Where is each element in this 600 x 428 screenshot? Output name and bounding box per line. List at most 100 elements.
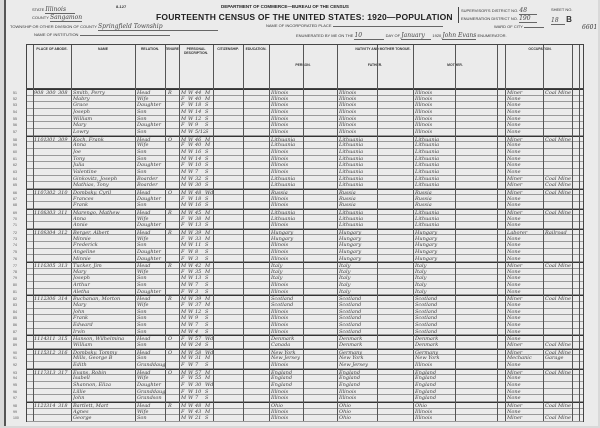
mother-birthplace: Hungary	[415, 248, 438, 255]
father-birthplace: Denmark	[339, 336, 363, 343]
column-headers: PLACE OF ABODE. NAME RELATION. TENURE. P…	[27, 45, 583, 89]
occupation: None	[507, 115, 521, 122]
table-row: 72 1109 304 312 Berger, Albert Head R M W 39 M Hung…	[13, 228, 583, 236]
person-name: Buchanan, Morton	[73, 296, 121, 303]
father-birthplace: Ohio	[339, 408, 351, 415]
table-row: 59 Anna Wife F W 40 M Lithuania Lithuania Lithuan…	[13, 142, 583, 149]
col-education: EDUCATION.	[245, 47, 267, 51]
place-field: NAME OF INCORPORATED PLACE	[266, 23, 443, 28]
mother-birthplace: Illinois	[415, 90, 433, 96]
table-row: 73 Minnie Wife F W 33 M Hungary Hungary Hungary No…	[13, 235, 583, 243]
mother-birthplace: Lithuania	[415, 168, 440, 175]
occupation: None	[507, 222, 521, 229]
race: W	[188, 375, 194, 382]
father-birthplace: Illinois	[339, 90, 357, 96]
race: W	[188, 403, 194, 410]
relation: Son	[137, 202, 147, 209]
marital-status: S	[205, 162, 209, 169]
occupation: None	[507, 395, 521, 402]
table-row: 85 Frank Son M W 9 S Illinois Scotland Scotland No…	[13, 315, 583, 323]
birthplace: Illinois	[271, 168, 289, 175]
father-birthplace: New York	[339, 355, 364, 362]
birthplace: Illinois	[271, 162, 289, 169]
person-name: Frank	[73, 315, 89, 322]
marital-status: S	[205, 155, 209, 162]
mother-birthplace: Lithuania	[415, 136, 440, 143]
marital-status: S	[205, 202, 209, 209]
family-number: 313	[58, 263, 68, 270]
sex: F	[181, 142, 185, 149]
table-row: 64 Ginkovitz, Joseph Boarder M W 32 S Lithuania…	[13, 176, 583, 183]
place-label: NAME OF INCORPORATED PLACE	[266, 23, 332, 28]
occupation: None	[507, 102, 521, 109]
person-name: Minnie	[73, 255, 91, 262]
table-row: 94 Isabell Wife F W 55 M England England England N…	[13, 375, 583, 382]
race: W	[188, 362, 194, 369]
sex: F	[181, 122, 185, 129]
marital-status: S	[205, 315, 209, 322]
line-number: 54	[13, 109, 17, 114]
line-number: 98	[13, 404, 17, 409]
industry: Railroad	[545, 229, 567, 236]
sex: M	[181, 202, 187, 209]
birthplace: Illinois	[271, 108, 289, 115]
sex: M	[181, 128, 187, 135]
line-number: 90	[13, 350, 17, 355]
line-number: 69	[13, 210, 17, 215]
state-value: Illinois	[45, 6, 76, 14]
table-row: 67 Frances Daughter F W 18 S Illinois Russia Russ…	[13, 196, 583, 203]
person-name: Smith, Perry	[73, 90, 105, 96]
person-name: Frederick	[73, 242, 98, 249]
birthplace: Illinois	[271, 322, 289, 329]
relation: Son	[137, 168, 147, 175]
father-birthplace: Scotland	[339, 322, 362, 329]
birthplace: Illinois	[271, 222, 289, 229]
table-row: 91 Mills, George B Son M W 31 M New Jersey New Y…	[13, 355, 583, 362]
birthplace: Lithuania	[271, 142, 296, 149]
mother-birthplace: Lithuania	[415, 148, 440, 155]
month-value: January	[401, 32, 432, 40]
mother-birthplace: England	[415, 369, 437, 376]
sex: F	[181, 248, 185, 255]
line-number: 56	[13, 123, 17, 128]
table-row: 99 Agnes Wife F W 43 M Illinois Ohio Illinois None	[13, 408, 583, 416]
line-number: 79	[13, 276, 17, 281]
relation: Son	[137, 148, 147, 155]
mother-birthplace: Italy	[415, 268, 427, 275]
father-birthplace: Hungary	[339, 248, 362, 255]
person-name: Annie	[73, 222, 88, 229]
relation: Granddaughter	[137, 362, 165, 369]
year-value: 1920	[432, 33, 442, 38]
mother-birthplace: Illinois	[415, 122, 433, 129]
mother-birthplace: England	[415, 388, 437, 395]
sex: M	[181, 349, 187, 356]
tenure: O	[168, 189, 173, 196]
line-number: 66	[13, 190, 17, 195]
age: 13	[195, 275, 202, 282]
age: 12	[195, 115, 202, 122]
marital-status: M	[205, 229, 211, 236]
age: 40	[195, 142, 202, 149]
mother-birthplace: Lithuania	[415, 209, 440, 216]
age: 33	[195, 235, 202, 242]
marital-status: M	[205, 302, 211, 309]
sex: F	[181, 255, 185, 262]
dwelling-number: 303	[46, 209, 56, 216]
tenure: O	[168, 336, 173, 343]
line-number: 95	[13, 383, 17, 388]
occupation: None	[507, 215, 521, 222]
supervisor-value: 48	[519, 7, 538, 15]
dwelling-number: 313	[46, 369, 56, 376]
age: 14	[195, 108, 202, 115]
age: 38	[195, 215, 202, 222]
race: W	[188, 90, 194, 96]
person-name: Aletha	[73, 288, 90, 295]
tenure: O	[168, 369, 173, 376]
sex: M	[181, 189, 187, 196]
birthplace: Lithuania	[271, 209, 296, 216]
line-number: 52	[13, 96, 17, 101]
sex: M	[181, 90, 187, 96]
occupation: None	[507, 268, 521, 275]
mother-birthplace: Lithuania	[415, 215, 440, 222]
marital-status: S	[205, 322, 209, 329]
